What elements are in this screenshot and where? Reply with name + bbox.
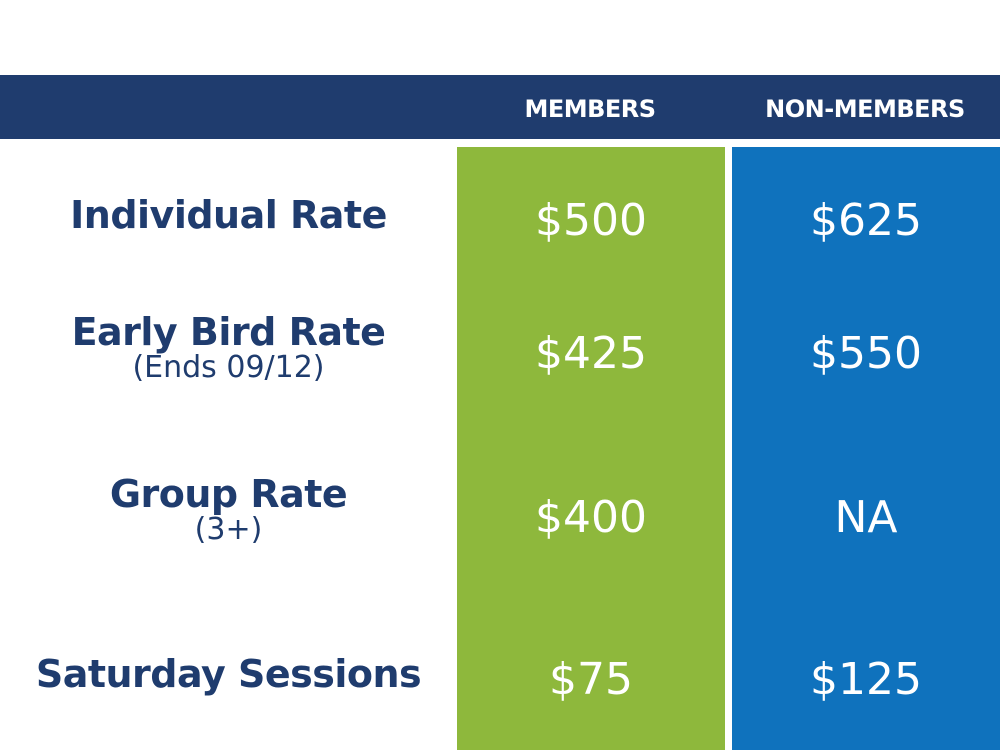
row-label-sub: (Ends 09/12) [132, 350, 325, 385]
nonmembers-price-individual: $625 [810, 195, 922, 246]
nonmembers-price-saturday: $125 [810, 654, 922, 705]
members-price-saturday: $75 [549, 654, 633, 705]
row-label-main: Saturday Sessions [35, 652, 422, 696]
members-price-individual: $500 [535, 195, 647, 246]
row-label-sub: (3+) [194, 512, 263, 547]
row-label-group: Group Rate (3+) [0, 472, 457, 547]
row-label-individual: Individual Rate [0, 193, 457, 237]
members-price-early-bird: $425 [535, 328, 647, 379]
row-label-main: Individual Rate [70, 193, 387, 237]
row-label-early-bird: Early Bird Rate (Ends 09/12) [0, 310, 457, 385]
members-price-group: $400 [535, 492, 647, 543]
header-bar [0, 75, 1000, 139]
row-label-main: Early Bird Rate [71, 310, 386, 354]
members-column [457, 147, 725, 750]
members-column-header: MEMBERS [524, 95, 656, 123]
nonmembers-column-header: NON-MEMBERS [765, 95, 965, 123]
nonmembers-price-group: NA [834, 492, 898, 543]
row-label-main: Group Rate [109, 472, 348, 516]
nonmembers-price-early-bird: $550 [810, 328, 922, 379]
row-label-saturday: Saturday Sessions [0, 652, 457, 696]
nonmembers-column [732, 147, 1000, 750]
